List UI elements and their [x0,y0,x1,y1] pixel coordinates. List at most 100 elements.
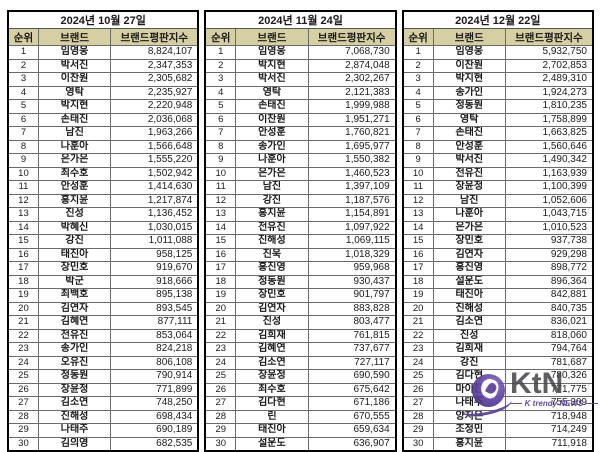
table-row: 18 정동원 930,437 [204,274,397,289]
table-row: 5 정동원 1,810,235 [402,99,594,114]
rank-cell: 16 [402,247,434,262]
index-cell: 1,217,874 [110,193,199,208]
table-row: 2 박서진 2,347,353 [7,58,199,73]
table-row: 8 송가인 1,695,977 [204,139,397,154]
table-row: 6 손태진 2,036,068 [7,112,199,127]
table-row: 5 박지현 2,220,948 [7,99,199,114]
rank-cell: 15 [7,234,39,249]
rank-cell: 19 [402,288,434,303]
rank-cell: 29 [204,423,237,438]
index-cell: 1,397,109 [307,180,397,195]
rank-cell: 10 [7,166,39,181]
index-cell: 748,250 [110,396,199,411]
table-row: 21 진성 803,477 [204,315,397,330]
rank-cell: 13 [204,207,237,222]
table-row: 16 진욱 1,018,329 [204,247,397,262]
brand-cell: 홍진영 [432,261,506,276]
rank-column-header: 순위 [204,28,237,46]
ranking-table-2024-10-27: 2024년 10월 27일 순위 브랜드 브랜드평판지수 1 임영웅 8,824,1… [7,10,200,452]
index-cell: 1,490,342 [504,153,594,168]
brand-cell: 송가인 [37,342,112,357]
rank-cell: 8 [402,139,434,154]
table-row: 22 진성 818,060 [402,328,594,343]
index-cell: 1,414,630 [110,180,199,195]
index-cell: 718,948 [504,409,594,424]
rank-cell: 3 [204,72,237,87]
rank-cell: 16 [7,247,39,262]
brand-cell: 김연자 [37,301,112,316]
rank-cell: 25 [7,369,39,384]
index-cell: 1,550,382 [307,153,397,168]
brand-cell: 전유진 [37,328,112,343]
date-header: 2024년 11월 24일 [204,10,397,29]
index-cell: 670,555 [307,409,397,424]
date-header: 2024년 12월 22일 [402,10,594,29]
index-cell: 803,477 [307,315,397,330]
table-row: 3 박서진 2,302,267 [204,72,397,87]
table-row: 24 오유진 806,108 [7,355,199,370]
index-cell: 781,687 [504,355,594,370]
index-cell: 5,932,750 [504,45,594,60]
index-cell: 1,566,648 [110,139,199,154]
brand-cell: 김의영 [37,436,112,452]
date-header-row: 2024년 10월 27일 [7,10,199,29]
index-cell: 1,758,899 [504,112,594,127]
table-row: 2 박지현 2,874,048 [204,58,397,73]
brand-cell: 이찬원 [432,58,506,73]
column-header-row: 순위 브랜드 브랜드평판지수 [402,28,594,46]
index-cell: 918,666 [110,274,199,289]
table-row: 30 홍지윤 711,918 [402,436,594,452]
rank-cell: 21 [204,315,237,330]
index-cell: 901,797 [307,288,397,303]
index-cell: 771,775 [504,382,594,397]
index-cell: 690,590 [307,369,397,384]
index-cell: 7,068,730 [307,45,397,60]
table-row: 7 남진 1,963,266 [7,126,199,141]
index-cell: 1,502,942 [110,166,199,181]
table-row: 7 안성훈 1,760,821 [204,126,397,141]
rank-cell: 14 [204,220,237,235]
rank-cell: 28 [204,409,237,424]
index-cell: 1,460,523 [307,166,397,181]
index-column-header: 브랜드평판지수 [504,28,594,46]
rank-cell: 27 [402,396,434,411]
brand-cell: 홍지윤 [432,436,506,452]
brand-cell: 진해성 [37,409,112,424]
rank-cell: 29 [7,423,39,438]
rank-cell: 2 [7,58,39,73]
table-row: 23 김희재 794,764 [402,342,594,357]
brand-cell: 진해성 [432,301,506,316]
index-cell: 794,764 [504,342,594,357]
brand-cell: 박지현 [37,99,112,114]
index-cell: 659,634 [307,423,397,438]
brand-cell: 나훈아 [37,139,112,154]
rank-cell: 1 [402,45,434,60]
table-row: 19 태진아 842,881 [402,288,594,303]
brand-cell: 남진 [235,180,309,195]
rank-cell: 3 [402,72,434,87]
index-cell: 2,121,383 [307,85,397,100]
brand-cell: 김희재 [432,342,506,357]
index-cell: 958,125 [110,247,199,262]
rank-cell: 6 [204,112,237,127]
brand-cell: 김혜연 [37,315,112,330]
brand-cell: 안성훈 [235,126,309,141]
index-cell: 2,036,068 [110,112,199,127]
table-row: 17 홍진영 959,968 [204,261,397,276]
rank-column-header: 순위 [402,28,434,46]
index-cell: 883,828 [307,301,397,316]
index-cell: 755,309 [504,396,594,411]
brand-cell: 김다현 [432,369,506,384]
table-row: 15 장민호 937,738 [402,234,594,249]
table-row: 26 최수호 675,642 [204,382,397,397]
rank-cell: 4 [402,85,434,100]
rank-cell: 2 [402,58,434,73]
index-cell: 1,069,115 [307,234,397,249]
brand-cell: 장민호 [37,261,112,276]
rank-cell: 25 [204,369,237,384]
index-cell: 1,951,271 [307,112,397,127]
rank-cell: 19 [204,288,237,303]
rank-cell: 30 [204,436,237,452]
index-cell: 1,010,523 [504,220,594,235]
table-row: 19 장민호 901,797 [204,288,397,303]
